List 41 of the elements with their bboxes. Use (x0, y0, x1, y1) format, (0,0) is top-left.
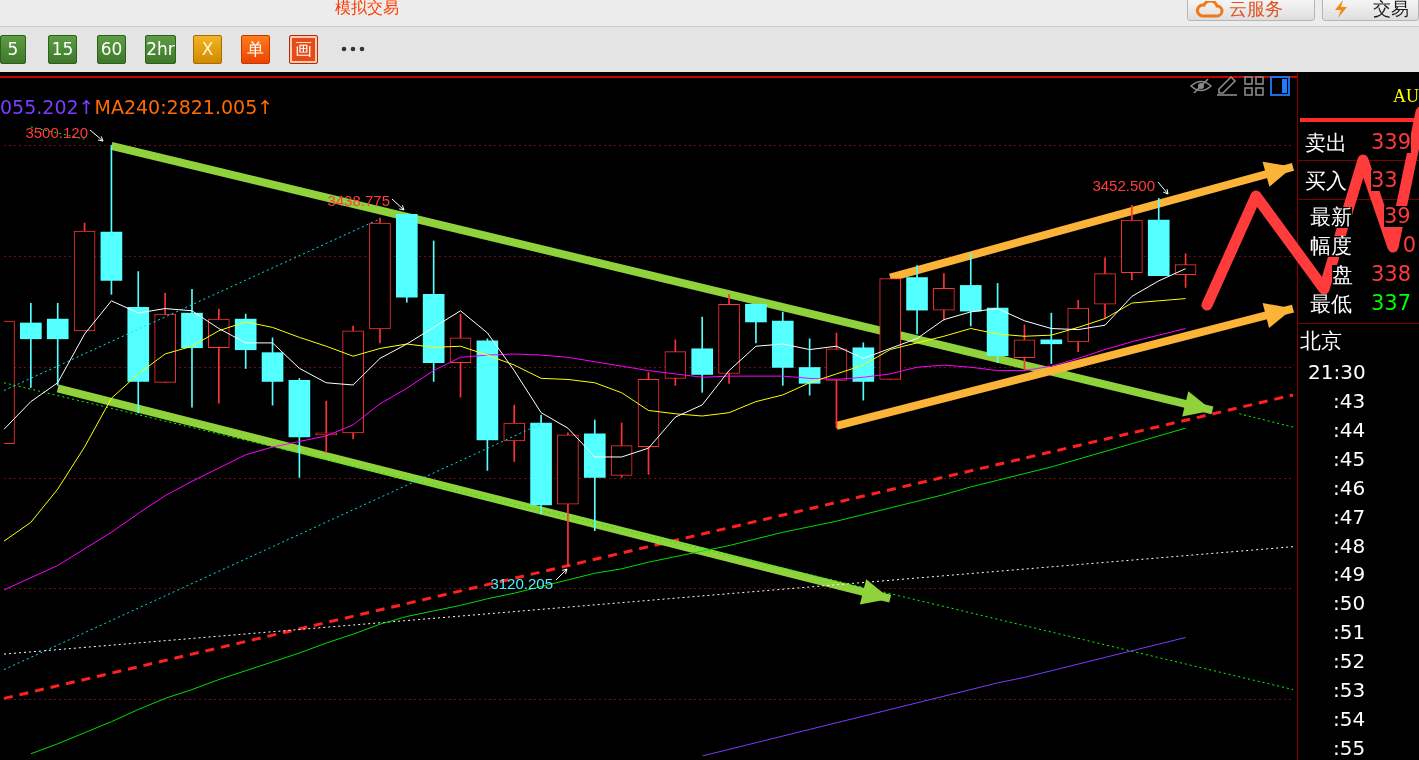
text: :45 (1333, 446, 1366, 471)
text: 幅度 (1310, 234, 1352, 258)
text: 单 (241, 35, 270, 64)
text: 0 (1402, 233, 1416, 257)
text: X (193, 35, 222, 64)
text: 买入 (1305, 169, 1347, 193)
annotation: MA240:2821.005↑ (94, 96, 274, 118)
text: 39 (1384, 204, 1411, 228)
text: 卖出 (1305, 131, 1347, 155)
text: :50 (1333, 591, 1366, 616)
text: :52 (1333, 649, 1366, 674)
text: :53 (1333, 678, 1366, 702)
text: :51 (1333, 620, 1366, 645)
text: 模拟交易 (335, 0, 399, 17)
text: :49 (1333, 562, 1366, 587)
text: :47 (1333, 504, 1366, 529)
text: 338 (1371, 262, 1412, 286)
text: 画 (289, 35, 318, 64)
text: 最新 (1310, 205, 1352, 229)
text: 60 (97, 35, 126, 64)
text: 33 (1371, 168, 1398, 192)
text: 盘 (1332, 263, 1353, 287)
text: 21:30 (1308, 360, 1366, 384)
text: 云服务 (1229, 0, 1283, 19)
text: 339 (1371, 130, 1412, 154)
candlestick (20, 302, 42, 388)
text: :43 (1333, 389, 1366, 413)
text: 交易 (1373, 0, 1409, 19)
text: AU (1393, 86, 1419, 106)
text: :48 (1333, 533, 1366, 558)
annotation: 055.202↑ (0, 96, 95, 118)
text: 337 (1371, 291, 1412, 315)
text: 15 (48, 35, 77, 64)
text: :54 (1333, 706, 1366, 731)
text: :46 (1333, 475, 1366, 500)
text: 北京 (1300, 329, 1342, 353)
text: 2hr (145, 35, 176, 64)
text: :55 (1333, 735, 1366, 760)
text: 最低 (1310, 292, 1352, 316)
text: 5 (0, 35, 26, 64)
text: :44 (1333, 417, 1366, 442)
